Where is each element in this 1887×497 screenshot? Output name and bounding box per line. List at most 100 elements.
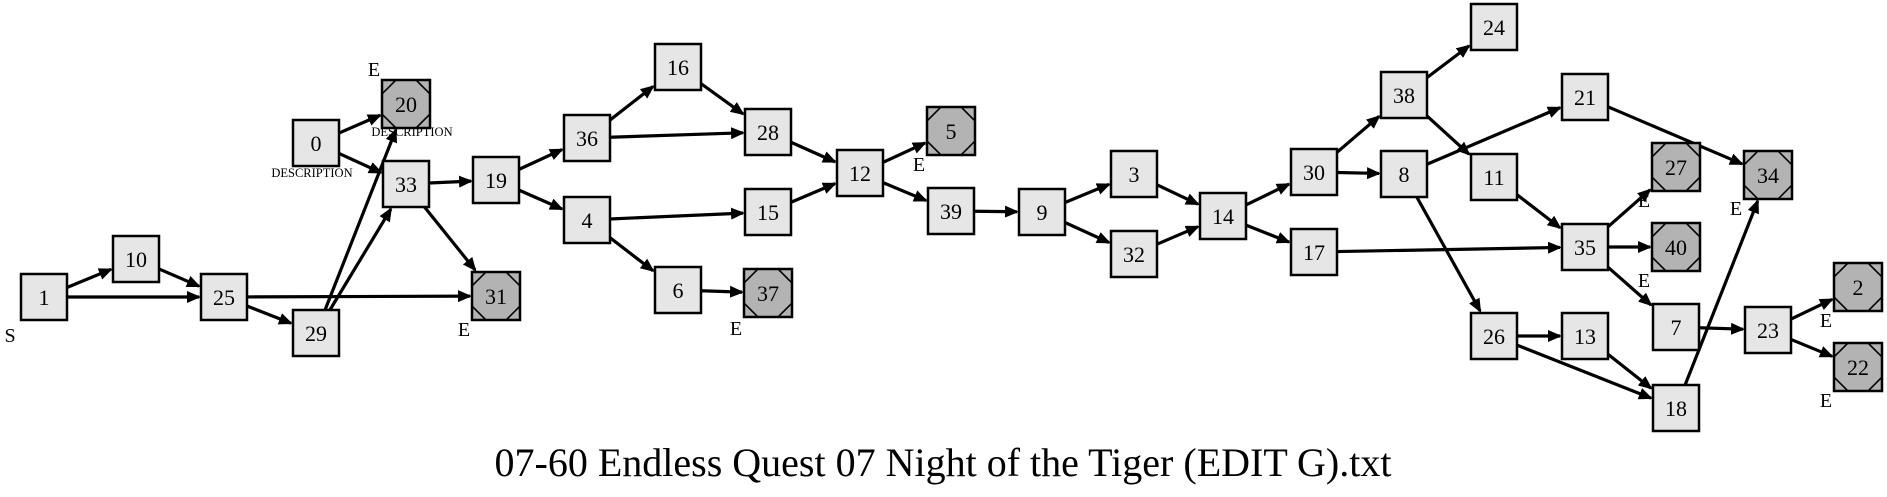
- end-node-octagon: [1833, 262, 1883, 312]
- node-box: [291, 118, 341, 168]
- node-12[interactable]: 12: [835, 148, 885, 198]
- node-label: 15: [757, 200, 779, 225]
- node-40[interactable]: 40: [1650, 221, 1702, 273]
- edge-17-to-35: [1336, 241, 1562, 254]
- end-marker: E: [458, 319, 470, 341]
- node-box: [1109, 149, 1159, 199]
- node-box: [1109, 229, 1159, 279]
- node-25[interactable]: 25: [199, 272, 249, 322]
- node-18[interactable]: 18: [1651, 383, 1701, 433]
- node-33[interactable]: 33: [381, 159, 431, 209]
- node-box: [1560, 72, 1610, 122]
- node-label: 22: [1847, 355, 1869, 380]
- node-label: 29: [305, 321, 327, 346]
- node-label: 24: [1483, 15, 1505, 40]
- node-36[interactable]: 36: [562, 113, 612, 163]
- node-label: 38: [1393, 83, 1415, 108]
- node-6[interactable]: 6: [653, 265, 703, 315]
- node-21[interactable]: 21: [1560, 72, 1610, 122]
- node-label: 19: [485, 168, 507, 193]
- end-marker: E: [1638, 190, 1650, 212]
- node-box: [653, 42, 703, 92]
- node-box: [743, 107, 793, 157]
- node-label: 11: [1483, 165, 1504, 190]
- edge-9-to-32: [1064, 221, 1111, 245]
- node-label: 2: [1853, 275, 1864, 300]
- node-28[interactable]: 28: [743, 107, 793, 157]
- node-box: [1469, 2, 1519, 52]
- node-box: [562, 195, 612, 245]
- node-17[interactable]: 17: [1289, 227, 1339, 277]
- node-label: 8: [1399, 162, 1410, 187]
- node-23[interactable]: 23: [1743, 305, 1793, 355]
- node-label: 13: [1574, 324, 1596, 349]
- node-8[interactable]: 8: [1379, 149, 1429, 199]
- description-label: DESCRIPTION: [271, 166, 352, 180]
- end-marker: E: [1730, 198, 1742, 220]
- node-38[interactable]: 38: [1379, 70, 1429, 120]
- node-box: [926, 186, 976, 236]
- edge-36-to-28: [609, 127, 745, 140]
- node-14[interactable]: 14: [1198, 191, 1248, 241]
- edge-35-to-27: [1606, 188, 1652, 228]
- node-box: [653, 265, 703, 315]
- node-2[interactable]: 2: [1832, 261, 1884, 313]
- node-13[interactable]: 13: [1560, 311, 1610, 361]
- node-22[interactable]: 22: [1832, 341, 1884, 393]
- node-29[interactable]: 29: [291, 308, 341, 358]
- node-37[interactable]: 37: [742, 267, 794, 319]
- edge-9-to-3: [1064, 182, 1111, 204]
- node-label: 5: [946, 119, 957, 144]
- edges-layer: [66, 44, 1834, 400]
- node-10[interactable]: 10: [111, 234, 161, 284]
- edge-14-to-30: [1245, 182, 1291, 207]
- node-20[interactable]: 20: [380, 78, 432, 130]
- node-label: 18: [1665, 396, 1687, 421]
- node-label: 20: [395, 92, 417, 117]
- node-31[interactable]: 31: [470, 270, 522, 322]
- node-5[interactable]: 5: [925, 105, 977, 157]
- node-7[interactable]: 7: [1651, 302, 1701, 352]
- edge-19-to-36: [518, 148, 564, 171]
- node-9[interactable]: 9: [1017, 187, 1067, 237]
- end-marker: E: [368, 59, 380, 81]
- edge-32-to-14: [1156, 225, 1200, 246]
- node-label: 25: [213, 285, 235, 310]
- node-0[interactable]: 0: [291, 118, 341, 168]
- node-box: [19, 272, 69, 322]
- node-1[interactable]: 1: [19, 272, 69, 322]
- node-32[interactable]: 32: [1109, 229, 1159, 279]
- node-label: 16: [667, 55, 689, 80]
- node-27[interactable]: 27: [1650, 141, 1702, 193]
- node-label: 30: [1303, 160, 1325, 185]
- node-label: 36: [576, 126, 598, 151]
- edge-18-to-34: [1683, 199, 1760, 386]
- node-16[interactable]: 16: [653, 42, 703, 92]
- node-30[interactable]: 30: [1289, 147, 1339, 197]
- node-label: 40: [1665, 235, 1687, 260]
- node-35[interactable]: 35: [1560, 222, 1610, 272]
- edge-11-to-35: [1516, 193, 1562, 230]
- node-39[interactable]: 39: [926, 186, 976, 236]
- end-node-octagon: [381, 79, 431, 129]
- end-node-octagon: [1651, 222, 1701, 272]
- node-box: [291, 308, 341, 358]
- node-box: [1289, 147, 1339, 197]
- node-15[interactable]: 15: [743, 187, 793, 237]
- node-26[interactable]: 26: [1469, 311, 1519, 361]
- node-34[interactable]: 34: [1742, 149, 1794, 201]
- edge-6-to-37: [700, 285, 744, 298]
- node-4[interactable]: 4: [562, 195, 612, 245]
- node-19[interactable]: 19: [471, 155, 521, 205]
- node-11[interactable]: 11: [1469, 152, 1519, 202]
- edge-33-to-31: [423, 205, 477, 272]
- start-marker: S: [4, 325, 15, 347]
- node-label: 6: [673, 278, 684, 303]
- node-label: 1: [39, 285, 50, 310]
- node-box: [562, 113, 612, 163]
- node-3[interactable]: 3: [1109, 149, 1159, 199]
- node-label: 9: [1037, 200, 1048, 225]
- node-24[interactable]: 24: [1469, 2, 1519, 52]
- edge-16-to-28: [700, 82, 745, 116]
